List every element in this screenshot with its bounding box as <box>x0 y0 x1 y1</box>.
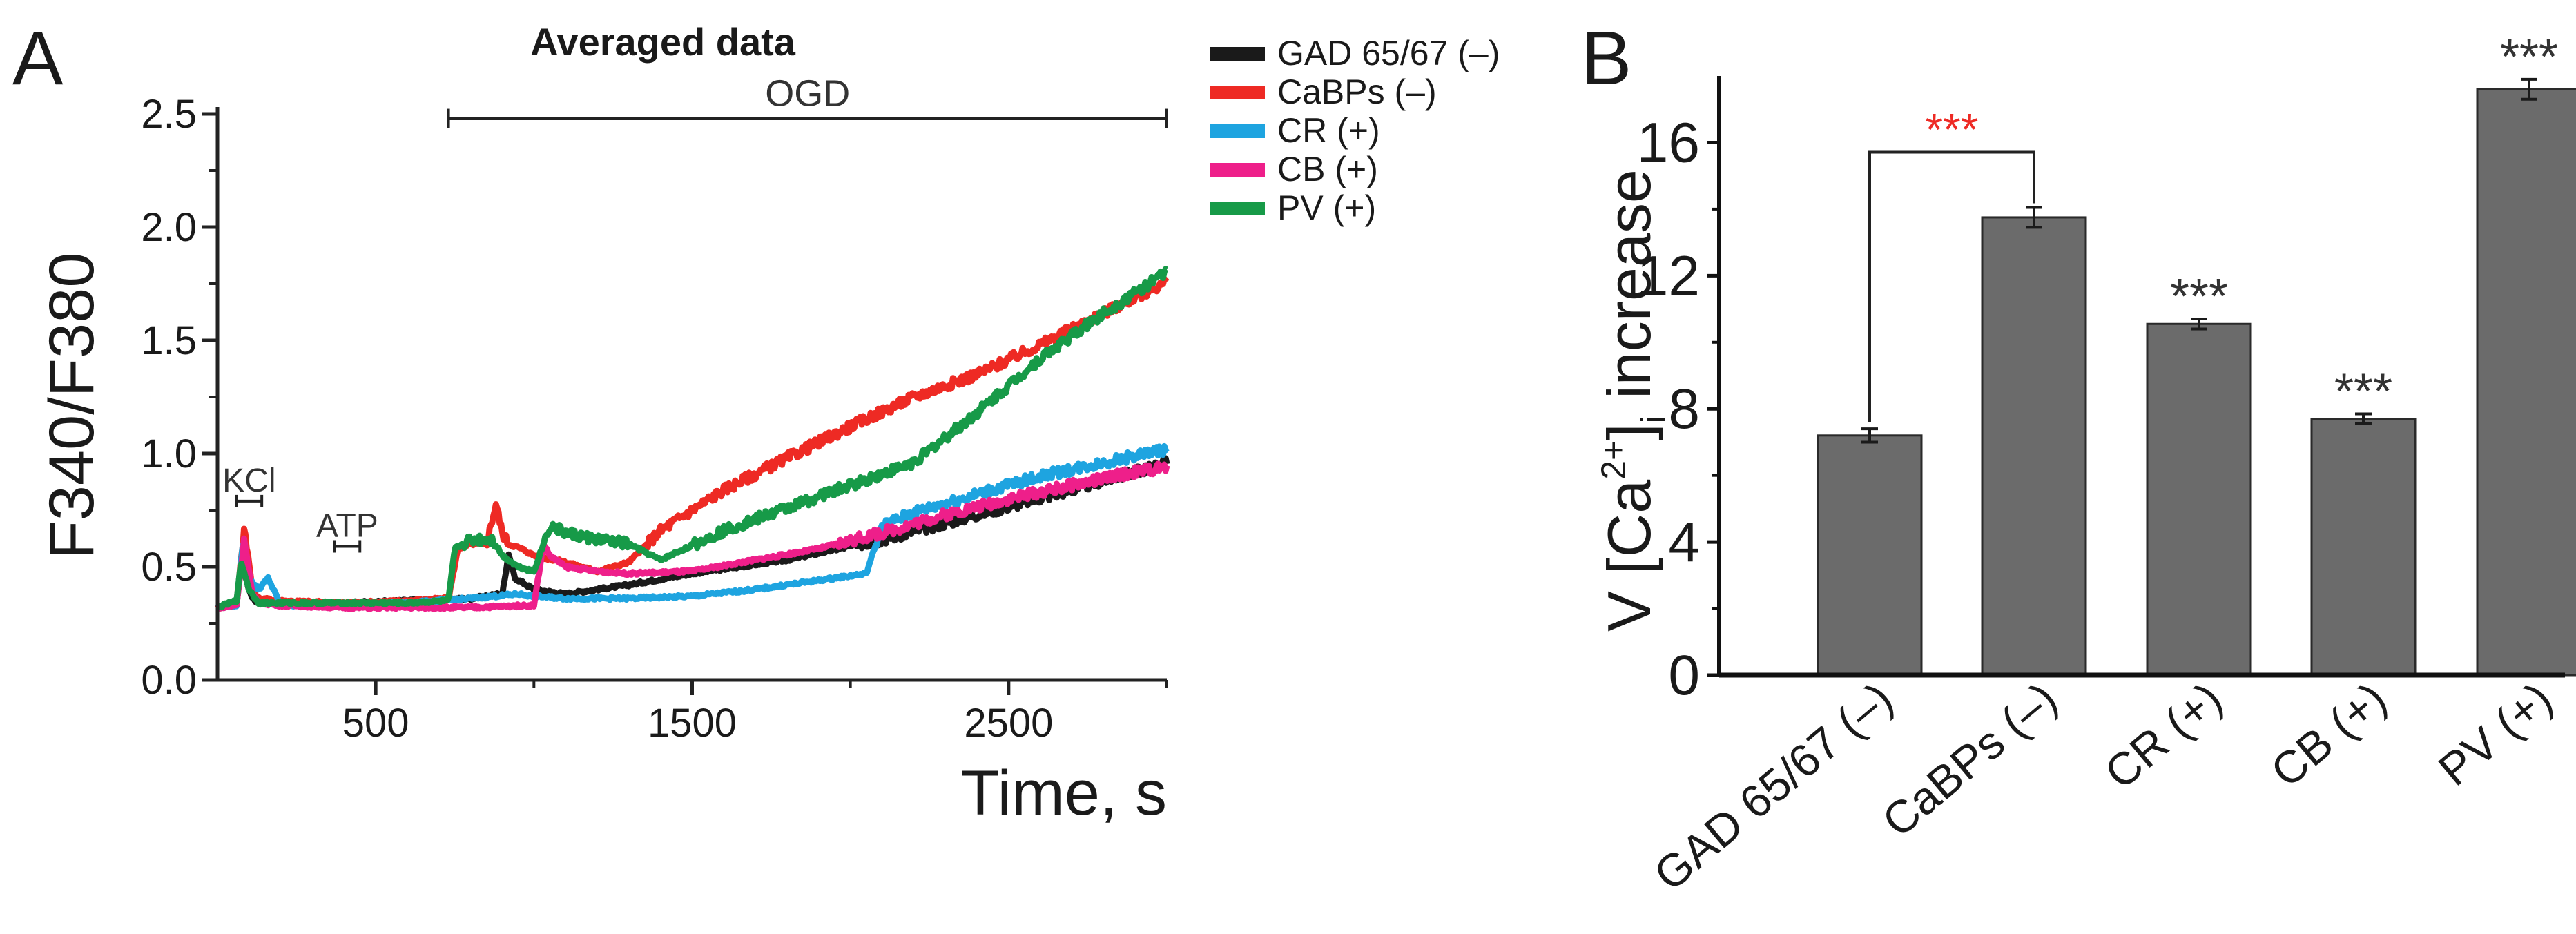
significance-label: *** <box>2334 364 2392 419</box>
chart-a-title: Averaged data <box>530 20 796 64</box>
y-tick-label: 0.5 <box>141 545 197 590</box>
y-tick-label: 16 <box>1637 111 1700 174</box>
category-label: CB (+) <box>2261 672 2396 797</box>
series-line-1 <box>215 275 1170 612</box>
legend-swatch <box>1210 47 1265 61</box>
category-label: CaBPs (–) <box>1872 672 2066 846</box>
y-tick-label: 1.0 <box>141 431 197 476</box>
comparison-significance: *** <box>1925 104 1978 155</box>
y-tick-label: 1.5 <box>141 318 197 363</box>
chart-a-legend: GAD 65/67 (–)CaBPs (–)CR (+)CB (+)PV (+) <box>1210 34 1500 227</box>
category-label: CR (+) <box>2095 672 2231 799</box>
y-tick-label: 0.0 <box>141 658 197 703</box>
annotation-label: ATP <box>316 507 378 544</box>
series-line-4 <box>215 266 1169 611</box>
series-line-3 <box>215 460 1170 612</box>
significance-label: *** <box>2500 30 2558 85</box>
x-tick-label: 2500 <box>964 701 1053 746</box>
annotation-label: OGD <box>765 73 850 115</box>
legend-label: CB (+) <box>1277 150 1378 188</box>
y-tick-label: 0 <box>1668 644 1700 707</box>
x-tick-label: 500 <box>342 701 409 746</box>
bar <box>1981 216 2087 677</box>
panel-a-label: A <box>12 16 64 101</box>
chart-a-xlabel: Time, s <box>961 758 1167 828</box>
legend-swatch <box>1210 202 1265 215</box>
legend-label: PV (+) <box>1277 188 1376 227</box>
legend-swatch <box>1210 124 1265 138</box>
y-tick-label: 4 <box>1668 511 1700 574</box>
legend-label: CaBPs (–) <box>1277 72 1437 111</box>
bar <box>1817 434 1923 677</box>
y-tick-label: 12 <box>1637 244 1700 307</box>
legend-label: GAD 65/67 (–) <box>1277 34 1500 72</box>
category-label: PV (+) <box>2429 672 2562 795</box>
chart-a-ylabel: F340/F380 <box>37 253 107 560</box>
legend-swatch <box>1210 163 1265 177</box>
legend-swatch <box>1210 86 1265 99</box>
bar <box>2310 418 2417 677</box>
chart-b-ylabel: V [Ca2+]i increase <box>1594 169 1673 632</box>
comparison-bracket <box>1868 150 2035 422</box>
significance-label: *** <box>2170 269 2228 324</box>
bar <box>2146 322 2252 677</box>
annotation-label: KCl <box>222 463 275 499</box>
legend-label: CR (+) <box>1277 111 1380 150</box>
bar <box>2476 88 2576 677</box>
y-tick-label: 2.5 <box>141 92 197 137</box>
y-tick-label: 8 <box>1668 378 1700 440</box>
panel-a: A Averaged data 0.0 0.5 1.0 1.5 2.0 2.5 500 150… <box>12 16 1500 828</box>
panel-b-label: B <box>1581 16 1631 101</box>
y-tick-label: 2.0 <box>141 205 197 250</box>
x-tick-label: 1500 <box>648 701 737 746</box>
panel-b: B GAD 65/67 (–)CaBPs (–)***CR (+)***CB (… <box>1581 16 2576 900</box>
